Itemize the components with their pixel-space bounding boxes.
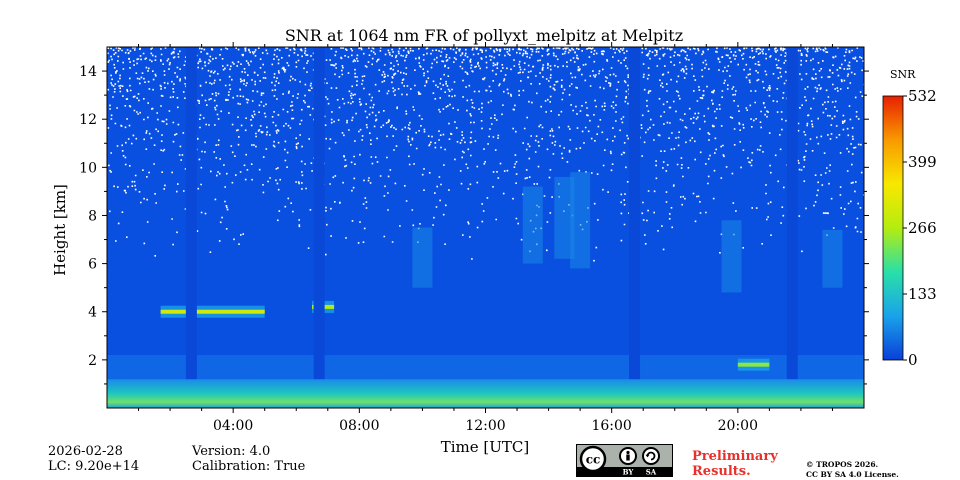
version-label: Version: 4.0 (192, 444, 271, 459)
date-label: 2026-02-28 (48, 444, 123, 459)
cloud-streak (822, 229, 843, 288)
y-tick-label: 6 (88, 257, 97, 273)
near-surface-band (107, 379, 864, 408)
x-tick-label: 04:00 (213, 418, 253, 434)
y-tick-label: 2 (88, 353, 97, 369)
cloud-streak (412, 227, 433, 288)
x-tick-label: 12:00 (465, 418, 505, 434)
signal-gap (629, 47, 641, 380)
sa-icon (642, 447, 660, 465)
noise-region (107, 47, 864, 262)
signal-gap (313, 47, 325, 380)
colorbar-tick-label: 399 (908, 153, 937, 171)
preliminary-line-1: Preliminary (692, 449, 778, 464)
cc-icon-text: cc (586, 453, 601, 467)
y-tick-label: 8 (88, 208, 97, 224)
copyright-note: © TROPOS 2026. CC BY SA 4.0 License. (806, 460, 899, 480)
y-tick-label: 12 (79, 112, 97, 128)
colorbar-tick-label: 266 (908, 219, 937, 237)
colorbar-label: SNR (890, 68, 916, 81)
cc-license-badge: cc BY SA (576, 444, 673, 477)
cloud-streak (721, 220, 742, 293)
colorbar-gradient (882, 95, 904, 361)
colorbar-tick-label: 0 (908, 351, 918, 369)
colorbar-tick-label: 133 (908, 285, 937, 303)
cloud-streak (522, 186, 543, 264)
chart-title: SNR at 1064 nm FR of pollyxt_melpitz at … (284, 26, 684, 45)
signal-gap (786, 47, 798, 380)
signal-gap (185, 47, 197, 380)
y-tick-label: 14 (79, 64, 97, 80)
y-tick-label: 4 (88, 305, 97, 321)
colorbar: 0 133 266 399 532 (882, 87, 937, 369)
by-label: BY (623, 468, 635, 477)
aerosol-layer (737, 362, 770, 367)
aerosol-layer (160, 309, 265, 314)
x-tick-label: 08:00 (339, 418, 379, 434)
x-tick-label: 16:00 (591, 418, 631, 434)
colorbar-tick-label: 532 (908, 87, 937, 105)
cloud-streak (570, 172, 591, 269)
sa-label: SA (646, 468, 657, 477)
noise-speckle (107, 47, 864, 262)
preliminary-results-note: Preliminary Results. (692, 449, 778, 479)
x-tick-label: 20:00 (718, 418, 758, 434)
copyright-line-1: © TROPOS 2026. (806, 460, 879, 469)
x-axis-label: Time [UTC] (440, 438, 530, 456)
cloud-streak (554, 176, 575, 259)
copyright-line-2: CC BY SA 4.0 License. (806, 470, 899, 479)
y-tick-label: 10 (79, 160, 97, 176)
lidar-constant-label: LC: 9.20e+14 (48, 459, 140, 474)
preliminary-line-2: Results. (692, 464, 751, 479)
calibration-label: Calibration: True (192, 459, 306, 474)
cc-icon (579, 445, 607, 473)
heatmap-background (107, 47, 864, 408)
